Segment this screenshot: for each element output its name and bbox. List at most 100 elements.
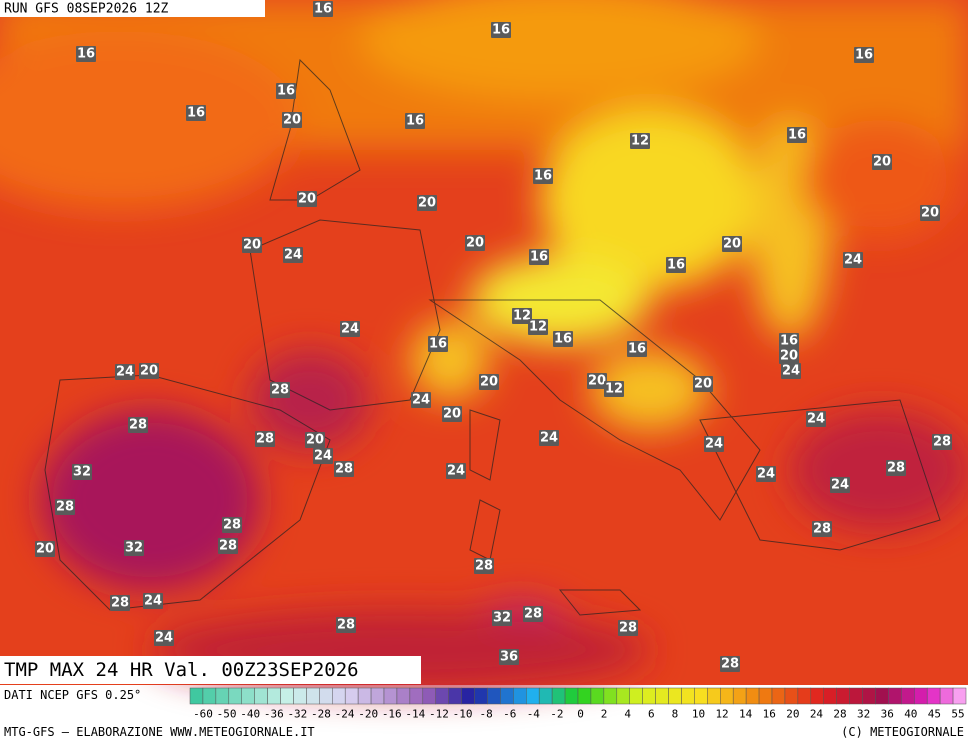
temperature-label: 24	[116, 365, 134, 380]
scale-box	[590, 687, 605, 705]
label-box	[115, 364, 135, 380]
scale-box	[655, 687, 669, 705]
temperature-label: 24	[412, 393, 430, 408]
temperature-label: 20	[588, 374, 606, 389]
label-box	[872, 154, 892, 170]
credits: MTG-GFS — ELABORAZIONE WWW.METEOGIORNALE…	[4, 725, 315, 739]
scale-label: 8	[672, 708, 679, 721]
label-box	[313, 1, 333, 17]
label-box	[830, 477, 850, 493]
label-box	[139, 363, 159, 379]
scale-label: 14	[739, 708, 753, 721]
label-box	[128, 417, 148, 433]
scale-box	[332, 687, 346, 705]
temperature-label: 24	[782, 364, 800, 379]
scale-box	[215, 687, 230, 705]
temperature-label: 28	[813, 522, 831, 537]
scale-label: -4	[527, 708, 541, 721]
scale-box	[668, 687, 682, 705]
scale-box	[344, 687, 359, 705]
temperature-label: 12	[631, 134, 649, 149]
scale-box	[280, 687, 294, 705]
scale-box	[707, 687, 721, 705]
scale-label: -8	[480, 708, 493, 721]
scale-box	[306, 687, 320, 705]
scale-box	[642, 687, 656, 705]
header-box	[0, 0, 265, 17]
scale-box	[888, 687, 902, 705]
scale-label: 40	[904, 708, 917, 721]
scale-box	[616, 687, 630, 705]
scale-label: -32	[287, 708, 307, 721]
scale-box	[862, 687, 876, 705]
scale-box	[293, 687, 307, 705]
temperature-label: 16	[788, 128, 806, 143]
scale-label: 36	[881, 708, 894, 721]
label-box	[787, 127, 807, 143]
temperature-label: 32	[73, 465, 91, 480]
temperature-label: 16	[534, 169, 552, 184]
scale-label: -6	[503, 708, 516, 721]
temperature-label: 12	[513, 309, 531, 324]
scale-box	[603, 687, 618, 705]
label-box	[411, 392, 431, 408]
label-box	[932, 434, 952, 450]
label-box	[55, 499, 75, 515]
scale-box	[926, 687, 941, 705]
scale-box	[357, 687, 372, 705]
temperature-label: 12	[605, 382, 623, 397]
label-box	[756, 466, 776, 482]
label-box	[305, 432, 325, 448]
label-box	[446, 463, 466, 479]
scale-box	[202, 687, 217, 705]
scale-label: 2	[601, 708, 608, 721]
scale-box	[901, 687, 915, 705]
label-box	[512, 308, 532, 324]
scale-label: 10	[692, 708, 705, 721]
scale-box	[797, 687, 812, 705]
temperature-label: 24	[807, 412, 825, 427]
scale-label: -60	[193, 708, 213, 721]
temperature-label: 24	[314, 449, 332, 464]
label-box	[336, 617, 356, 633]
scale-box	[694, 687, 708, 705]
label-box	[806, 411, 826, 427]
scale-label: -36	[264, 708, 284, 721]
label-box	[529, 249, 549, 265]
label-box	[523, 606, 543, 622]
temperature-label: 16	[530, 250, 548, 265]
scale-label: 24	[810, 708, 824, 721]
temperature-label: 28	[111, 596, 129, 611]
label-box	[405, 113, 425, 129]
temperature-label: 20	[780, 349, 798, 364]
scale-box	[189, 687, 204, 705]
label-box	[270, 382, 290, 398]
temperature-label: 24	[144, 594, 162, 609]
temperature-label: 20	[723, 237, 741, 252]
label-box	[499, 649, 519, 665]
label-box	[340, 321, 360, 337]
temperature-label: 20	[466, 236, 484, 251]
scale-box	[914, 687, 928, 705]
label-box	[618, 620, 638, 636]
scale-box	[810, 687, 824, 705]
label-box	[627, 341, 647, 357]
color-scale: -60 -50 -40 -36 -32 -28 -24 -20 -16 -14 -12 -10 -8 -6…	[189, 687, 967, 721]
temperature-label: 12	[529, 320, 547, 335]
scale-box	[875, 687, 889, 705]
label-box	[143, 593, 163, 609]
label-box	[110, 595, 130, 611]
temperature-label: 20	[443, 407, 461, 422]
scale-label: 55	[951, 708, 964, 721]
label-box	[492, 610, 512, 626]
label-box	[186, 105, 206, 121]
scale-box	[422, 687, 436, 705]
scale-box	[681, 687, 695, 705]
temperature-label: 16	[277, 84, 295, 99]
scale-box	[396, 687, 411, 705]
temperature-label: 28	[219, 539, 237, 554]
temperature-label: 20	[306, 433, 324, 448]
temperature-label: 28	[721, 657, 739, 672]
scale-label: 12	[715, 708, 728, 721]
